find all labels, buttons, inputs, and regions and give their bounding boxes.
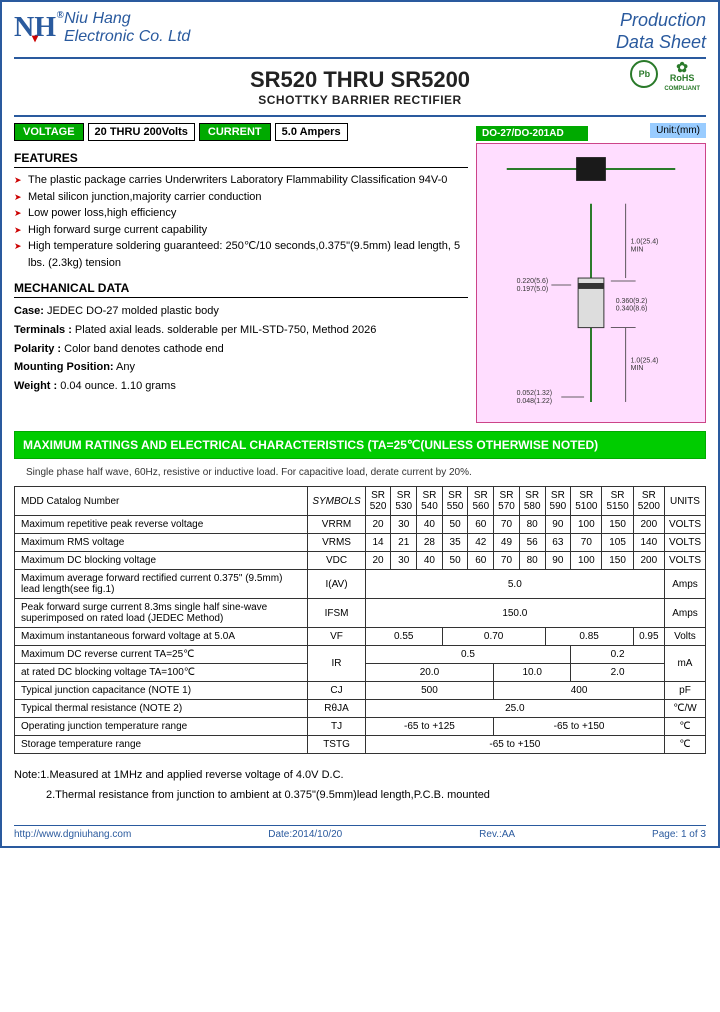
feature-item: Low power loss,high efficiency <box>14 205 468 222</box>
mech-heading: MECHANICAL DATA <box>14 281 468 298</box>
unit-label: Unit:(mm) <box>650 123 706 138</box>
compliance-badges: Pb ✿RoHSCOMPLIANT <box>630 60 700 92</box>
package-diagram: 1.0(25.4) MIN 0.220(5.6) 0.197(5.0) 0.36… <box>476 143 706 423</box>
svg-text:0.197(5.0): 0.197(5.0) <box>517 286 549 293</box>
header: NH®▾ Niu Hang Electronic Co. Ltd Product… <box>14 10 706 59</box>
svg-text:0.340(8.6): 0.340(8.6) <box>616 306 648 313</box>
part-subtitle: SCHOTTKY BARRIER RECTIFIER <box>14 93 706 107</box>
svg-text:0.052(1.32): 0.052(1.32) <box>517 390 552 397</box>
footnotes: Note:1.Measured at 1MHz and applied reve… <box>14 766 706 806</box>
package-label-row: DO-27/DO-201AD Unit:(mm) <box>476 123 706 141</box>
svg-text:1.0(25.4): 1.0(25.4) <box>631 357 659 364</box>
current-label: CURRENT <box>199 123 271 141</box>
rohs-badge: ✿RoHSCOMPLIANT <box>664 60 700 92</box>
package-label: DO-27/DO-201AD <box>476 126 588 141</box>
table-row: Maximum DC blocking voltageVDC2030405060… <box>15 552 706 570</box>
pbfree-badge: Pb <box>630 60 658 88</box>
svg-text:0.360(9.2): 0.360(9.2) <box>616 298 648 305</box>
doc-type-title: Production Data Sheet <box>616 10 706 53</box>
company-logo: NH®▾ <box>14 12 56 44</box>
table-row: Maximum RMS voltageVRMS14212835424956637… <box>15 534 706 552</box>
table-row: Maximum repetitive peak reverse voltageV… <box>15 516 706 534</box>
footer-rev: Rev.:AA <box>479 829 515 840</box>
features-list: The plastic package carries Underwriters… <box>14 172 468 271</box>
company-name: Niu Hang Electronic Co. Ltd <box>64 10 190 45</box>
spec-pills: VOLTAGE 20 THRU 200Volts CURRENT 5.0 Amp… <box>14 123 468 141</box>
max-ratings-heading: MAXIMUM RATINGS AND ELECTRICAL CHARACTER… <box>14 431 706 459</box>
svg-text:MIN: MIN <box>631 246 644 253</box>
logo-block: NH®▾ Niu Hang Electronic Co. Ltd <box>14 10 190 45</box>
feature-item: High forward surge current capability <box>14 222 468 239</box>
feature-item: The plastic package carries Underwriters… <box>14 172 468 189</box>
footer-date: Date:2014/10/20 <box>268 829 342 840</box>
feature-item: High temperature soldering guaranteed: 2… <box>14 238 468 271</box>
footer-page: Page: 1 of 3 <box>652 829 706 840</box>
svg-text:0.220(5.6): 0.220(5.6) <box>517 278 549 285</box>
part-title: SR520 THRU SR5200 <box>14 67 706 93</box>
voltage-value: 20 THRU 200Volts <box>88 123 195 141</box>
page-footer: http://www.dgniuhang.com Date:2014/10/20… <box>14 825 706 840</box>
footer-url[interactable]: http://www.dgniuhang.com <box>14 829 131 840</box>
svg-text:MIN: MIN <box>631 365 644 372</box>
mech-data: Case: JEDEC DO-27 molded plastic body Te… <box>14 302 468 395</box>
title-block: SR520 THRU SR5200 SCHOTTKY BARRIER RECTI… <box>14 67 706 107</box>
features-heading: FEATURES <box>14 151 468 168</box>
svg-text:1.0(25.4): 1.0(25.4) <box>631 239 659 246</box>
feature-item: Metal silicon junction,majority carrier … <box>14 189 468 206</box>
svg-text:0.048(1.22): 0.048(1.22) <box>517 398 552 405</box>
ratings-note: Single phase half wave, 60Hz, resistive … <box>26 467 706 478</box>
voltage-label: VOLTAGE <box>14 123 84 141</box>
current-value: 5.0 Ampers <box>275 123 348 141</box>
ratings-table: MDD Catalog Number SYMBOLS SR520SR530SR5… <box>14 486 706 754</box>
